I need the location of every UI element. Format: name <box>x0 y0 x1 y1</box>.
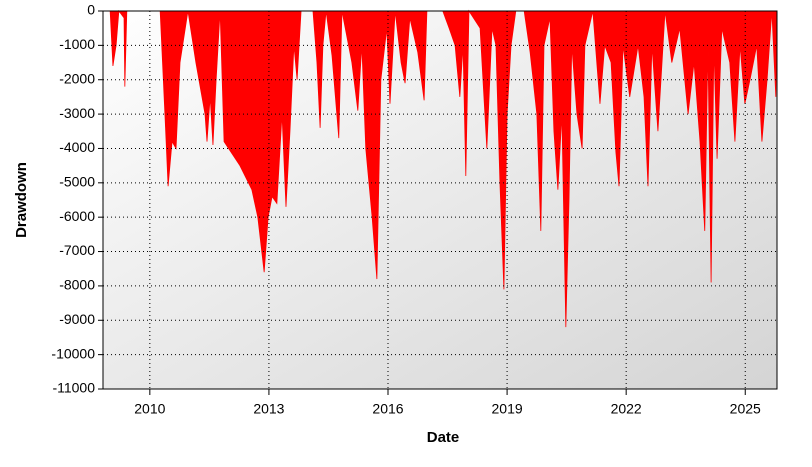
x-tick-label: 2013 <box>253 401 284 417</box>
plot-frame <box>102 10 778 390</box>
x-tick-label: 2016 <box>372 401 403 417</box>
y-tick-label: 0 <box>87 2 95 18</box>
y-tick-label: -3000 <box>59 105 95 121</box>
y-tick-label: -4000 <box>59 139 95 155</box>
y-tick-label: -11000 <box>52 380 95 396</box>
x-tick-label: 2010 <box>134 401 165 417</box>
y-tick-label: -5000 <box>59 174 95 190</box>
y-tick-label: -8000 <box>59 277 95 293</box>
y-tick-label: -6000 <box>59 208 95 224</box>
y-axis-label: Drawdown <box>13 162 30 238</box>
y-tick-label: -9000 <box>59 311 95 327</box>
y-tick-label: -10000 <box>51 345 95 361</box>
x-tick-label: 2019 <box>492 401 523 417</box>
y-tick-label: -2000 <box>59 70 95 86</box>
x-axis-label: Date <box>427 429 460 446</box>
x-tick-label: 2022 <box>611 401 642 417</box>
y-tick-label: -1000 <box>59 36 95 52</box>
y-tick-label: -7000 <box>59 242 95 258</box>
x-tick-label: 2025 <box>730 401 761 417</box>
